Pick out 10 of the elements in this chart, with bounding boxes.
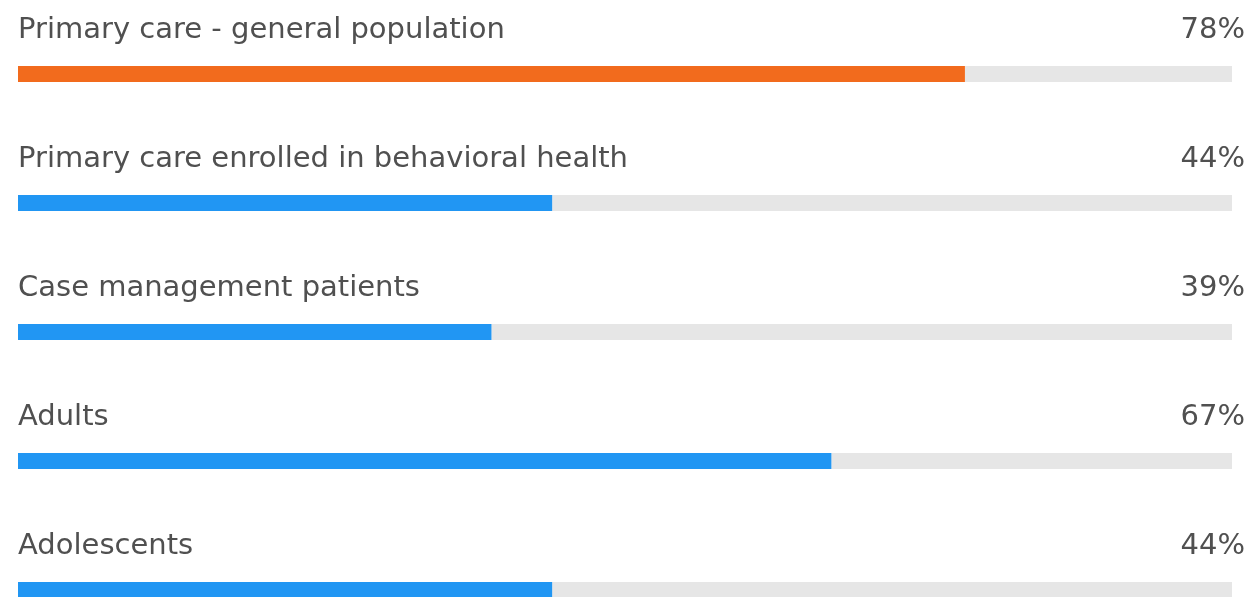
y-tick-label: Case management patients: [18, 269, 420, 303]
data-label: 44%: [1180, 527, 1245, 561]
data-label: 67%: [1180, 398, 1245, 432]
data-label: 78%: [1180, 11, 1245, 45]
data-label: 39%: [1180, 269, 1245, 303]
y-tick-label: Adults: [18, 398, 109, 432]
data-label: 44%: [1180, 140, 1245, 174]
y-tick-label: Primary care - general population: [18, 11, 505, 45]
y-tick-label: Primary care enrolled in behavioral health: [18, 140, 628, 174]
y-tick-label: Adolescents: [18, 527, 194, 561]
